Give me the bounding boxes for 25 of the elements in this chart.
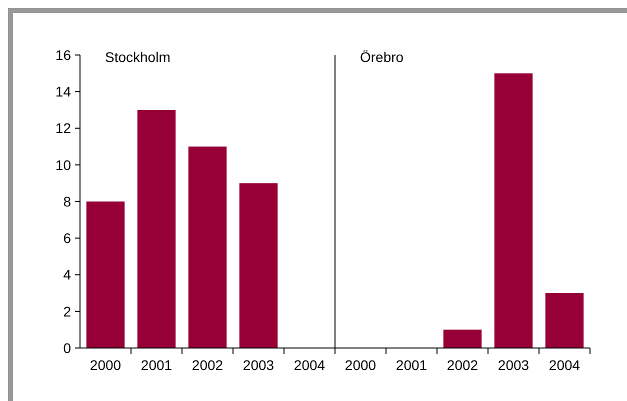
- y-tick-label: 14: [55, 84, 72, 100]
- bar: [137, 110, 176, 348]
- y-tick-label: 4: [63, 266, 72, 283]
- bar: [86, 202, 125, 348]
- y-tick-label: 10: [55, 156, 72, 173]
- y-tick-label: 2: [63, 303, 72, 320]
- x-tick-label: 2004: [294, 357, 326, 373]
- x-tick-label: 2002: [192, 357, 224, 373]
- x-tick-label: 2000: [90, 357, 122, 373]
- x-tick-label: 2000: [344, 357, 376, 373]
- y-tick-label: 6: [63, 230, 72, 246]
- bar: [188, 146, 227, 348]
- x-tick-label: 2001: [396, 357, 428, 373]
- x-tick-label: 2003: [242, 357, 274, 373]
- x-tick-label: 2003: [498, 357, 530, 373]
- x-tick-label: 2002: [446, 357, 478, 373]
- x-tick-label: 2004: [548, 357, 580, 373]
- y-tick-label: 16: [55, 46, 72, 63]
- y-tick-label: 0: [63, 340, 72, 356]
- bar: [239, 183, 278, 348]
- y-tick-label: 8: [63, 193, 72, 210]
- y-tick-label: 12: [55, 120, 72, 136]
- chart-title: Örebro: [360, 49, 404, 65]
- x-tick-label: 2001: [140, 357, 172, 373]
- chart-title: Stockholm: [105, 49, 170, 65]
